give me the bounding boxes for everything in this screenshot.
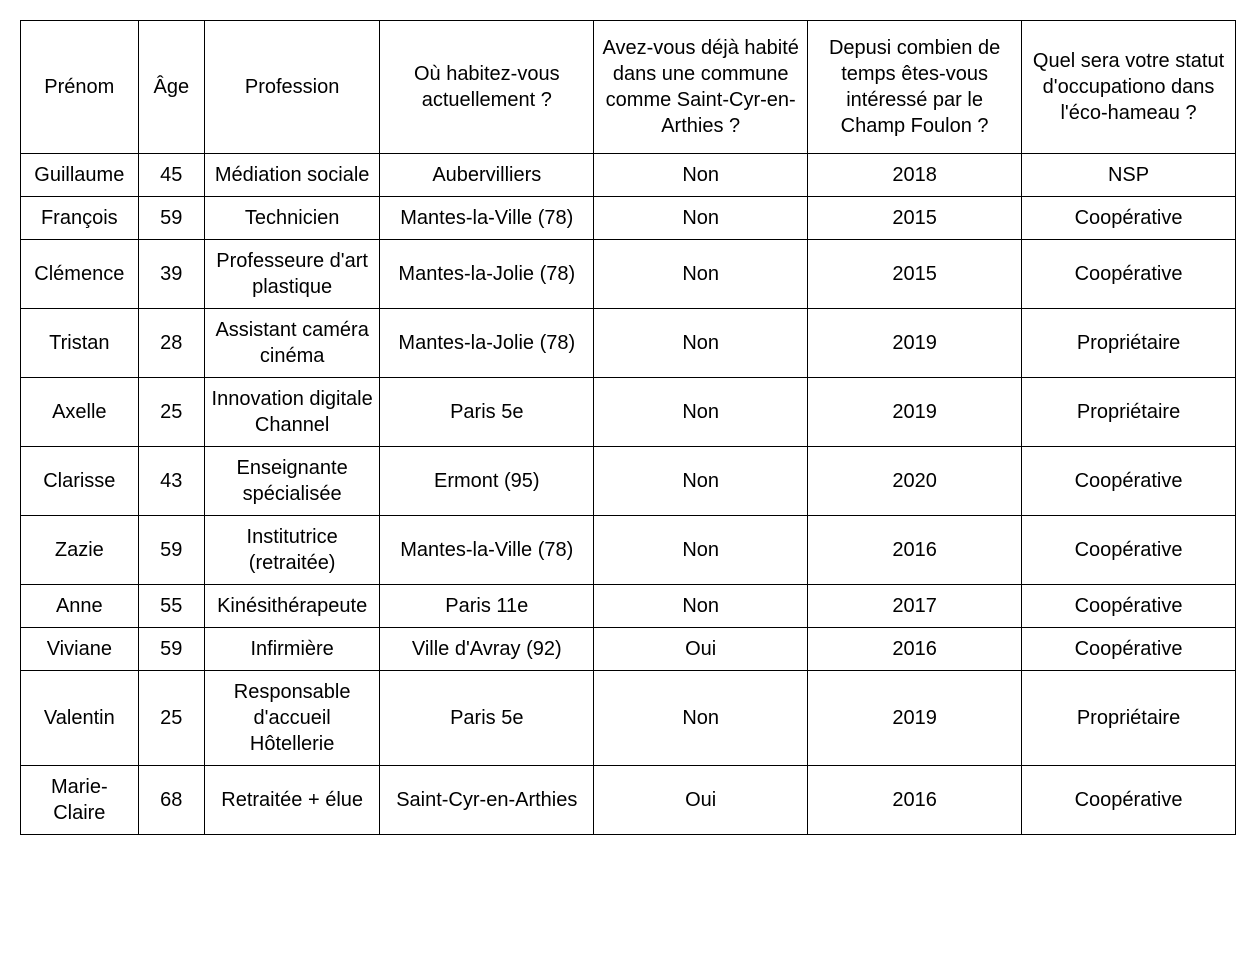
cell-commune: Oui — [594, 628, 808, 671]
cell-profession: Assistant ca­méra cinéma — [204, 309, 379, 378]
cell-residence: Saint-Cyr-en-Ar­thies — [380, 766, 594, 835]
cell-age: 28 — [138, 309, 204, 378]
cell-prenom: Marie-Claire — [21, 766, 139, 835]
cell-profession: Retraitée + élue — [204, 766, 379, 835]
cell-interest: 2016 — [808, 628, 1022, 671]
cell-prenom: Clémence — [21, 240, 139, 309]
cell-residence: Mantes-la-Jolie (78) — [380, 240, 594, 309]
cell-prenom: Tristan — [21, 309, 139, 378]
cell-residence: Ville d'Avray (92) — [380, 628, 594, 671]
cell-prenom: Clarisse — [21, 447, 139, 516]
cell-profession: Kinésithéra­peute — [204, 585, 379, 628]
cell-status: Propriétaire — [1022, 378, 1236, 447]
cell-prenom: Zazie — [21, 516, 139, 585]
cell-profession: Institutrice (retraitée) — [204, 516, 379, 585]
table-row: Guillaume 45 Médiation sociale Aubervill… — [21, 154, 1236, 197]
cell-interest: 2019 — [808, 378, 1022, 447]
cell-age: 45 — [138, 154, 204, 197]
cell-prenom: Anne — [21, 585, 139, 628]
col-residence: Où habitez-vous actuellement ? — [380, 21, 594, 154]
cell-residence: Paris 5e — [380, 378, 594, 447]
cell-commune: Non — [594, 309, 808, 378]
cell-profession: Professeure d'art plastique — [204, 240, 379, 309]
cell-interest: 2019 — [808, 309, 1022, 378]
cell-interest: 2017 — [808, 585, 1022, 628]
cell-interest: 2018 — [808, 154, 1022, 197]
cell-prenom: François — [21, 197, 139, 240]
cell-interest: 2015 — [808, 197, 1022, 240]
col-profession: Profession — [204, 21, 379, 154]
cell-profession: Infirmière — [204, 628, 379, 671]
cell-age: 43 — [138, 447, 204, 516]
cell-residence: Paris 11e — [380, 585, 594, 628]
cell-age: 59 — [138, 516, 204, 585]
cell-residence: Mantes-la-Ville (78) — [380, 516, 594, 585]
col-commune: Avez-vous déjà habité dans une commune c… — [594, 21, 808, 154]
cell-age: 55 — [138, 585, 204, 628]
col-interest: Depusi combien de temps êtes-vous intére… — [808, 21, 1022, 154]
cell-status: Coopérative — [1022, 447, 1236, 516]
cell-profession: Médiation sociale — [204, 154, 379, 197]
col-prenom: Prénom — [21, 21, 139, 154]
cell-interest: 2019 — [808, 671, 1022, 766]
cell-profession: Innovation di­gitale Channel — [204, 378, 379, 447]
cell-status: Coopérative — [1022, 197, 1236, 240]
cell-profession: Responsable d'accueil Hôtellerie — [204, 671, 379, 766]
cell-age: 68 — [138, 766, 204, 835]
table-header-row: Prénom Âge Profession Où habitez-vous ac… — [21, 21, 1236, 154]
cell-age: 59 — [138, 628, 204, 671]
cell-residence: Ermont (95) — [380, 447, 594, 516]
cell-prenom: Axelle — [21, 378, 139, 447]
table-row: Tristan 28 Assistant ca­méra cinéma Mant… — [21, 309, 1236, 378]
cell-prenom: Guillaume — [21, 154, 139, 197]
cell-interest: 2016 — [808, 766, 1022, 835]
table-row: Marie-Claire 68 Retraitée + élue Saint-C… — [21, 766, 1236, 835]
cell-status: Propriétaire — [1022, 671, 1236, 766]
cell-age: 25 — [138, 671, 204, 766]
cell-interest: 2016 — [808, 516, 1022, 585]
cell-status: Propriétaire — [1022, 309, 1236, 378]
table-row: Valentin 25 Responsable d'accueil Hôtell… — [21, 671, 1236, 766]
cell-status: Coopérative — [1022, 516, 1236, 585]
table-row: François 59 Technicien Mantes-la-Ville (… — [21, 197, 1236, 240]
col-status: Quel sera votre statut d'occu­pationo da… — [1022, 21, 1236, 154]
cell-commune: Non — [594, 516, 808, 585]
cell-status: Coopérative — [1022, 585, 1236, 628]
cell-prenom: Viviane — [21, 628, 139, 671]
cell-commune: Non — [594, 240, 808, 309]
cell-profession: Technicien — [204, 197, 379, 240]
table-header: Prénom Âge Profession Où habitez-vous ac… — [21, 21, 1236, 154]
table-row: Viviane 59 Infirmière Ville d'Avray (92)… — [21, 628, 1236, 671]
table-row: Clarisse 43 Enseignante spécialisée Ermo… — [21, 447, 1236, 516]
participants-table: Prénom Âge Profession Où habitez-vous ac… — [20, 20, 1236, 835]
table-row: Axelle 25 Innovation di­gitale Channel P… — [21, 378, 1236, 447]
cell-prenom: Valentin — [21, 671, 139, 766]
cell-commune: Non — [594, 197, 808, 240]
table-row: Zazie 59 Institutrice (retraitée) Mantes… — [21, 516, 1236, 585]
col-age: Âge — [138, 21, 204, 154]
cell-commune: Non — [594, 154, 808, 197]
cell-age: 39 — [138, 240, 204, 309]
cell-residence: Paris 5e — [380, 671, 594, 766]
cell-status: NSP — [1022, 154, 1236, 197]
table-row: Anne 55 Kinésithéra­peute Paris 11e Non … — [21, 585, 1236, 628]
cell-status: Coopérative — [1022, 240, 1236, 309]
cell-status: Coopérative — [1022, 628, 1236, 671]
cell-commune: Non — [594, 378, 808, 447]
cell-interest: 2015 — [808, 240, 1022, 309]
table-row: Clémence 39 Professeure d'art plastique … — [21, 240, 1236, 309]
cell-status: Coopérative — [1022, 766, 1236, 835]
cell-commune: Oui — [594, 766, 808, 835]
cell-age: 59 — [138, 197, 204, 240]
cell-residence: Mantes-la-Ville (78) — [380, 197, 594, 240]
cell-residence: Mantes-la-Jolie (78) — [380, 309, 594, 378]
cell-commune: Non — [594, 447, 808, 516]
cell-age: 25 — [138, 378, 204, 447]
cell-commune: Non — [594, 585, 808, 628]
cell-interest: 2020 — [808, 447, 1022, 516]
cell-commune: Non — [594, 671, 808, 766]
cell-profession: Enseignante spécialisée — [204, 447, 379, 516]
cell-residence: Aubervilliers — [380, 154, 594, 197]
table-body: Guillaume 45 Médiation sociale Aubervill… — [21, 154, 1236, 835]
